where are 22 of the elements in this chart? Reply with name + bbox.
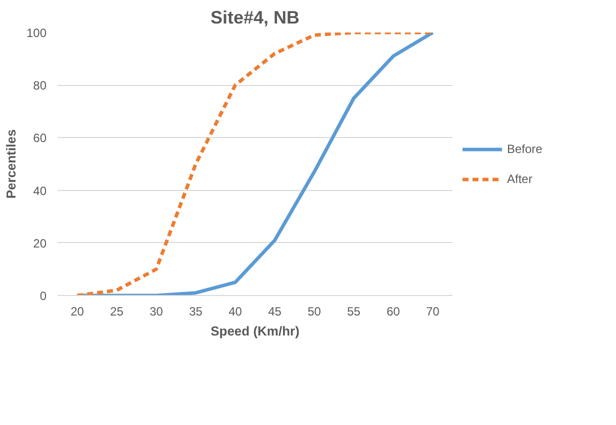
x-axis-title: Speed (Km/hr) [210, 324, 300, 338]
y-tick-label: 0 [40, 289, 47, 303]
x-tick-label: 35 [189, 304, 203, 318]
x-tick-label: 30 [150, 304, 164, 318]
line-series [76, 32, 434, 296]
x-tick-label: 25 [110, 304, 124, 318]
x-tick-label: 45 [268, 304, 282, 318]
y-tick-label: 80 [33, 78, 47, 93]
x-tick-label: 70 [426, 304, 440, 318]
legend-label: After [507, 172, 532, 186]
x-tick-label: 60 [386, 304, 400, 318]
x-tick-label: 20 [70, 304, 84, 318]
chart-title: Site#4, NB [210, 8, 300, 28]
y-tick-label: 100 [26, 26, 47, 40]
y-tick-label: 40 [33, 184, 47, 198]
x-tick-label: 40 [228, 304, 242, 318]
legend-label: Before [507, 142, 542, 156]
x-tick-label: 55 [347, 304, 361, 318]
y-tick-label: 60 [33, 131, 47, 146]
x-tick-label: 50 [308, 304, 322, 318]
y-tick-label: 20 [33, 236, 47, 250]
y-axis-title: Percentiles [3, 129, 18, 199]
